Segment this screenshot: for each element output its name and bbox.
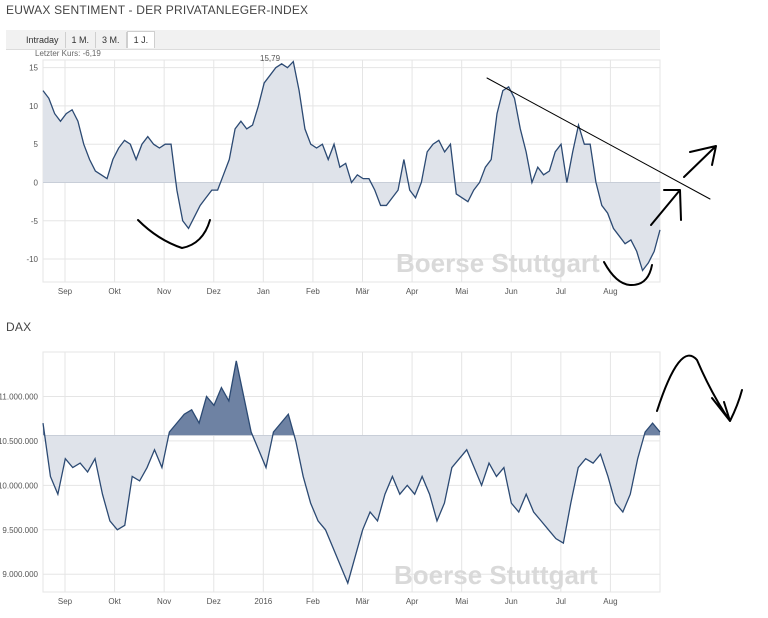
up-arrow-1 bbox=[650, 189, 682, 226]
trend-line bbox=[486, 77, 711, 200]
sentiment-series-line bbox=[42, 60, 661, 272]
dax-xtick-label: Sep bbox=[58, 597, 73, 606]
sentiment-watermark: Boerse Stuttgart bbox=[396, 248, 600, 278]
dax-frame bbox=[42, 351, 661, 593]
dax-xtick-label: Feb bbox=[306, 597, 320, 606]
sentiment-xtick-label: Sep bbox=[58, 287, 73, 296]
up-arrow-2 bbox=[683, 145, 717, 178]
hand-drawn-annotations bbox=[137, 77, 743, 422]
sentiment-xtick-label: Mai bbox=[455, 287, 468, 296]
dax-xtick-label: Jul bbox=[556, 597, 566, 606]
timeframe-tabs: Intraday 1 M. 3 M. 1 J. bbox=[6, 30, 660, 50]
tab-intraday[interactable]: Intraday bbox=[20, 31, 66, 48]
sentiment-ytick-label: -10 bbox=[26, 255, 38, 264]
dax-ytick-label: 9.500.000 bbox=[2, 526, 38, 535]
dax-xtick-label: Dez bbox=[207, 597, 221, 606]
dax-ytick-label: 9.000.000 bbox=[2, 570, 38, 579]
dax-area bbox=[42, 360, 661, 586]
sentiment-xtick-label: Okt bbox=[108, 287, 121, 296]
tab-1m[interactable]: 1 M. bbox=[66, 31, 97, 48]
sentiment-ytick-label: 15 bbox=[29, 64, 38, 73]
sentiment-peak-label: 15,79 bbox=[260, 54, 281, 63]
dax-xtick-label: Mär bbox=[356, 597, 370, 606]
bottom-arc-2 bbox=[603, 261, 653, 287]
last-value-label: Letzter Kurs: -6,19 bbox=[35, 49, 101, 58]
sentiment-xtick-label: Apr bbox=[406, 287, 419, 296]
sentiment-xtick-label: Aug bbox=[603, 287, 617, 296]
dax-watermark: Boerse Stuttgart bbox=[394, 560, 598, 590]
sentiment-xtick-label: Jan bbox=[257, 287, 270, 296]
dax-axis: 11.000.000 10.500.000 10.000.000 9.500.000 9… bbox=[0, 392, 618, 606]
sentiment-gridlines bbox=[42, 59, 661, 283]
dax-ytick-label: 10.500.000 bbox=[0, 437, 39, 446]
sentiment-area bbox=[42, 60, 661, 272]
dax-forecast-scribble bbox=[656, 354, 743, 422]
sentiment-ytick-label: 10 bbox=[29, 102, 38, 111]
dax-xtick-label: Apr bbox=[406, 597, 419, 606]
dax-xtick-label: Okt bbox=[108, 597, 121, 606]
sentiment-xtick-label: Dez bbox=[207, 287, 221, 296]
sentiment-xtick-label: Jun bbox=[505, 287, 518, 296]
dax-xtick-label: Mai bbox=[455, 597, 468, 606]
dax-xtick-label: Aug bbox=[603, 597, 617, 606]
dax-ytick-label: 11.000.000 bbox=[0, 392, 39, 401]
tab-3m[interactable]: 3 M. bbox=[96, 31, 127, 48]
sentiment-xtick-label: Jul bbox=[556, 287, 566, 296]
dax-chart-title: DAX bbox=[6, 320, 32, 334]
dax-xtick-label: 2016 bbox=[254, 597, 272, 606]
sentiment-axis: 15 10 5 0 -5 -10 Sep Okt Nov Dez Jan Feb Mär Apr Mai Ju… bbox=[26, 64, 617, 296]
sentiment-ytick-label: -5 bbox=[31, 217, 39, 226]
sentiment-ytick-label: 5 bbox=[34, 140, 39, 149]
dax-series-line bbox=[42, 360, 661, 586]
sentiment-xtick-label: Mär bbox=[356, 287, 370, 296]
dax-ytick-label: 10.000.000 bbox=[0, 481, 39, 490]
sentiment-ytick-label: 0 bbox=[34, 178, 39, 187]
dax-area-fill bbox=[43, 360, 660, 584]
sentiment-xtick-label: Feb bbox=[306, 287, 320, 296]
sentiment-xtick-label: Nov bbox=[157, 287, 171, 296]
sentiment-chart-title: EUWAX SENTIMENT - DER PRIVATANLEGER-INDE… bbox=[6, 3, 309, 17]
dax-xtick-label: Nov bbox=[157, 597, 171, 606]
sentiment-area-fill bbox=[43, 61, 660, 271]
bottom-arc-1 bbox=[137, 219, 211, 249]
tab-1y[interactable]: 1 J. bbox=[126, 31, 156, 48]
dax-xtick-label: Jun bbox=[505, 597, 518, 606]
